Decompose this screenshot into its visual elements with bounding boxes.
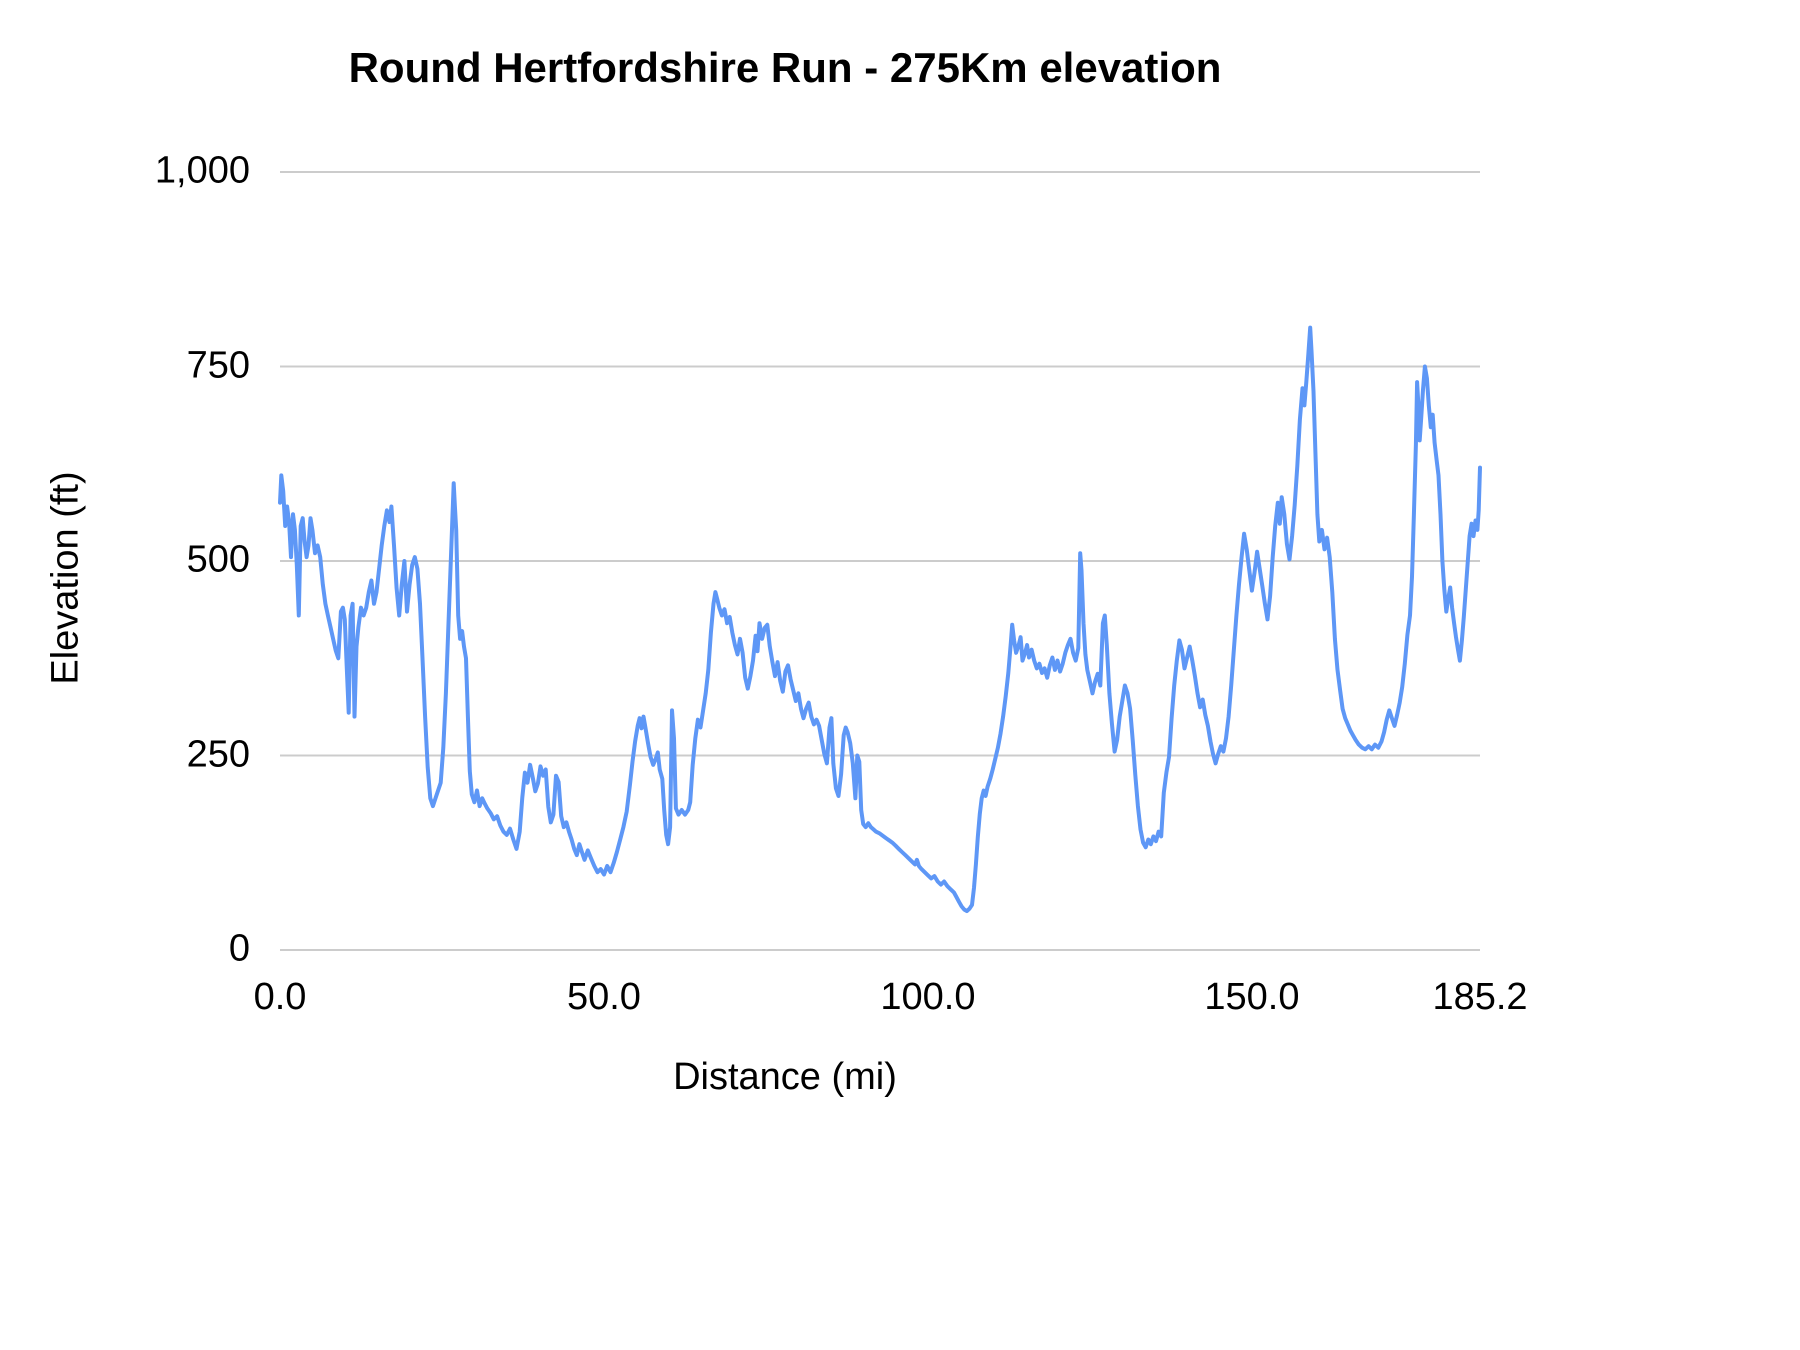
x-axis-title: Distance (mi) — [673, 1056, 897, 1098]
y-tick-label: 750 — [186, 344, 250, 387]
elevation-line — [278, 325, 1482, 914]
y-tick-label: 250 — [186, 733, 250, 776]
x-tick-label: 185.2 — [1432, 976, 1528, 1018]
x-tick-label: 150.0 — [1204, 976, 1300, 1018]
y-tick-label: 500 — [186, 538, 250, 581]
x-tick-label: 0.0 — [253, 976, 307, 1018]
x-tick-label: 50.0 — [566, 976, 641, 1018]
y-tick-label: 1,000 — [154, 149, 250, 192]
chart-title: Round Hertfordshire Run - 275Km elevatio… — [348, 44, 1222, 91]
x-tick-label: 100.0 — [880, 976, 976, 1018]
plot-area — [278, 171, 1482, 951]
y-tick-label: 0 — [228, 927, 250, 970]
